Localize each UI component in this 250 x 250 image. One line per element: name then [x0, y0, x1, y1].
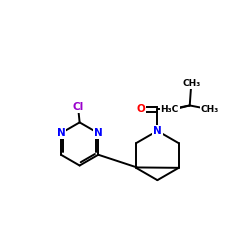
- Text: N: N: [94, 128, 103, 138]
- Text: H₃C: H₃C: [160, 105, 179, 114]
- Text: N: N: [153, 126, 162, 136]
- Text: CH₃: CH₃: [200, 105, 219, 114]
- Text: Cl: Cl: [72, 102, 84, 112]
- Text: N: N: [56, 128, 65, 138]
- Text: O: O: [136, 104, 145, 114]
- Text: O: O: [170, 104, 179, 114]
- Text: CH₃: CH₃: [182, 80, 201, 88]
